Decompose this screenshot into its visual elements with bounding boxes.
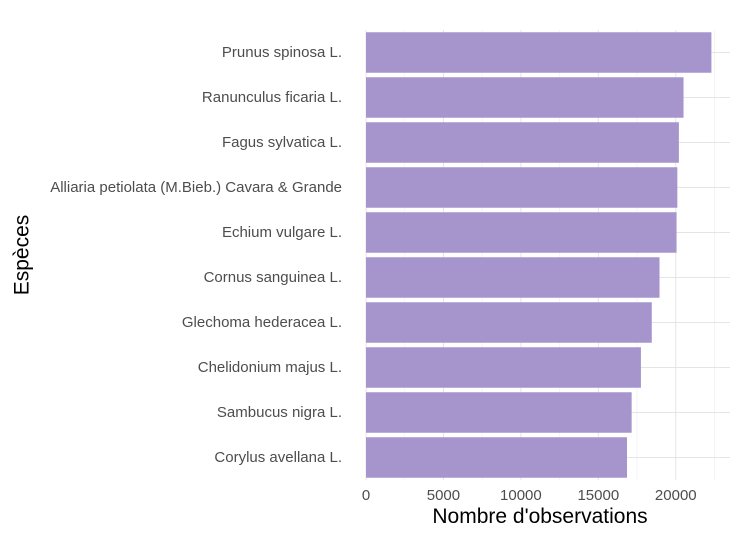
bar xyxy=(366,122,679,163)
bar xyxy=(366,32,712,73)
bar xyxy=(366,77,684,118)
x-tick-label: 5000 xyxy=(427,487,460,504)
x-tick-label: 0 xyxy=(362,487,370,504)
y-tick-label: Fagus sylvatica L. xyxy=(222,134,342,151)
bar xyxy=(366,392,632,433)
x-tick-labels: 0 5000 10000 15000 20000 xyxy=(362,487,697,504)
y-tick-label: Sambucus nigra L. xyxy=(217,404,342,421)
y-tick-label: Ranunculus ficaria L. xyxy=(202,89,342,106)
y-tick-labels: Prunus spinosa L. Ranunculus ficaria L. Fa… xyxy=(50,44,342,466)
bar xyxy=(366,437,627,478)
y-tick-label: Alliaria petiolata (M.Bieb.) Cavara & Gr… xyxy=(50,179,342,196)
x-tick-label: 10000 xyxy=(500,487,542,504)
x-tick-label: 15000 xyxy=(577,487,619,504)
bar xyxy=(366,257,660,298)
y-tick-label: Corylus avellana L. xyxy=(214,449,342,466)
bar xyxy=(366,167,678,208)
y-axis-title: Espèces xyxy=(11,215,34,296)
bar xyxy=(366,212,677,253)
y-tick-label: Cornus sanguinea L. xyxy=(204,269,342,286)
y-tick-label: Prunus spinosa L. xyxy=(222,44,342,61)
y-tick-label: Glechoma hederacea L. xyxy=(182,314,342,331)
bar xyxy=(366,302,652,343)
x-tick-label: 20000 xyxy=(655,487,697,504)
y-tick-label: Chelidonium majus L. xyxy=(198,359,342,376)
y-tick-label: Echium vulgare L. xyxy=(222,224,342,241)
bars xyxy=(366,32,712,478)
bar xyxy=(366,347,641,388)
x-axis-title: Nombre d'observations xyxy=(432,505,647,528)
